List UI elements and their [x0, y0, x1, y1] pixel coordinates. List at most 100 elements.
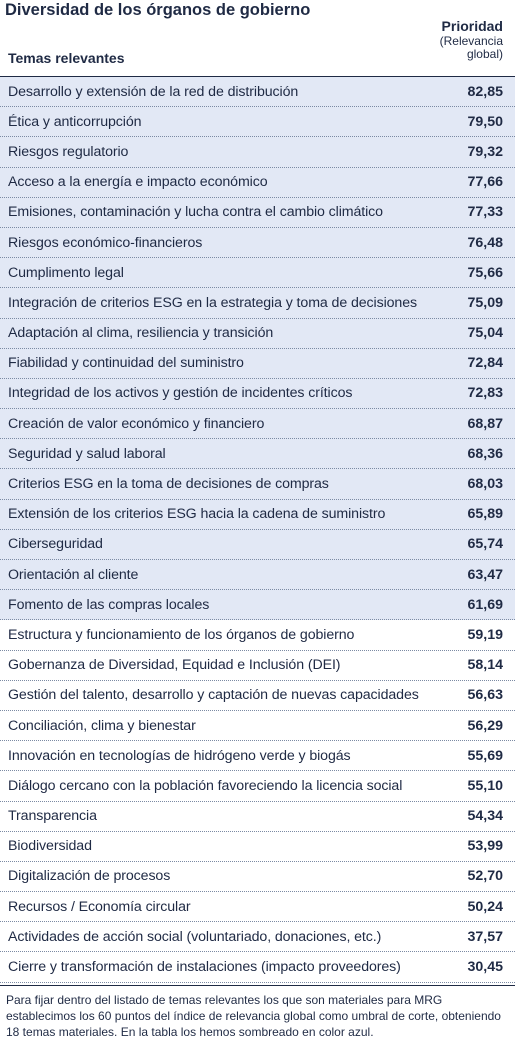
topic-label: Desarrollo y extensión de la red de dist…: [8, 83, 299, 100]
table-row: Riesgos económico-financieros 76,48: [0, 227, 515, 259]
table-row: Ciberseguridad 65,74: [0, 529, 515, 560]
topic-label: Ciberseguridad: [8, 536, 103, 553]
priority-score: 68,87: [467, 415, 503, 432]
table-row: Desarrollo y extensión de la red de dist…: [0, 77, 515, 108]
priority-score: 54,34: [467, 808, 503, 825]
priority-score: 53,99: [467, 838, 503, 855]
priority-score: 37,57: [467, 928, 503, 945]
topic-label: Seguridad y salud laboral: [8, 445, 166, 462]
priority-score: 82,85: [467, 83, 503, 100]
header-divider: [0, 76, 515, 77]
page-title: Diversidad de los órganos de gobierno: [5, 1, 311, 19]
table-row: Criterios ESG en la toma de decisiones d…: [0, 469, 515, 500]
topic-label: Transparencia: [8, 808, 97, 825]
topic-label: Integración de criterios ESG en la estra…: [8, 294, 418, 311]
priority-score: 61,69: [467, 596, 503, 613]
column-header-topics: Temas relevantes: [8, 50, 125, 66]
topic-label: Fiabilidad y continuidad del suministro: [8, 355, 244, 372]
priority-score: 79,32: [467, 143, 503, 160]
priority-score: 55,10: [467, 777, 503, 794]
column-header-priority: Prioridad (Relevancia global): [440, 18, 503, 61]
topic-label: Conciliación, clima y bienestar: [8, 717, 196, 734]
table-row: Orientación al cliente 63,47: [0, 560, 515, 591]
topic-label: Digitalización de procesos: [8, 868, 171, 885]
priority-score: 79,50: [467, 113, 503, 130]
table-row: Emisiones, contaminación y lucha contra …: [0, 197, 515, 228]
table-row: Ética y anticorrupción 79,50: [0, 107, 515, 138]
topic-label: Gobernanza de Diversidad, Equidad e Incl…: [8, 657, 341, 674]
priority-score: 75,04: [467, 325, 503, 342]
table-row: Cumplimento legal 75,66: [0, 258, 515, 289]
topic-label: Cumplimento legal: [8, 264, 124, 281]
topic-label: Actividades de acción social (voluntaria…: [8, 928, 382, 945]
table-row: Innovación en tecnologías de hidrógeno v…: [0, 741, 515, 772]
topic-label: Diálogo cercano con la población favorec…: [8, 777, 403, 794]
priority-score: 72,84: [467, 355, 503, 372]
table-row: Transparencia 54,34: [0, 802, 515, 832]
priority-score: 50,24: [467, 898, 503, 915]
priority-label: Prioridad: [441, 18, 503, 34]
table-row: Recursos / Economía circular 50,24: [0, 892, 515, 923]
priority-score: 68,36: [467, 445, 503, 462]
priority-score: 68,03: [467, 476, 503, 493]
topic-label: Creación de valor económico y financiero: [8, 415, 265, 432]
topic-label: Biodiversidad: [8, 838, 92, 855]
topic-label: Fomento de las compras locales: [8, 596, 210, 613]
topic-label: Gestión del talento, desarrollo y captac…: [8, 687, 419, 704]
table-row: Integridad de los activos y gestión de i…: [0, 378, 515, 410]
table-row: Acceso a la energía e impacto económico 7…: [0, 167, 515, 198]
topics-table: Desarrollo y extensión de la red de dist…: [0, 77, 515, 983]
priority-sublabel-1: (Relevancia: [439, 34, 503, 48]
priority-score: 55,69: [467, 747, 503, 764]
table-row: Diálogo cercano con la población favorec…: [0, 771, 515, 802]
table-row: Estructura y funcionamiento de los órgan…: [0, 620, 515, 651]
priority-score: 65,89: [467, 506, 503, 523]
topic-label: Extensión de los criterios ESG hacia la …: [8, 506, 386, 523]
priority-score: 72,83: [467, 385, 503, 402]
topic-label: Adaptación al clima, resiliencia y trans…: [8, 325, 274, 342]
priority-score: 59,19: [467, 626, 503, 643]
topic-label: Integridad de los activos y gestión de i…: [8, 385, 353, 402]
priority-score: 63,47: [467, 566, 503, 583]
table-row: Integración de criterios ESG en la estra…: [0, 288, 515, 319]
priority-score: 56,29: [467, 717, 503, 734]
table-row: Gestión del talento, desarrollo y captac…: [0, 681, 515, 711]
topic-label: Cierre y transformación de instalaciones…: [8, 959, 401, 976]
table-row: Fomento de las compras locales 61,69: [0, 590, 515, 621]
topic-label: Estructura y funcionamiento de los órgan…: [8, 626, 355, 643]
table-row: Gobernanza de Diversidad, Equidad e Incl…: [0, 651, 515, 681]
topic-label: Acceso a la energía e impacto económico: [8, 174, 268, 191]
table-row: Actividades de acción social (voluntaria…: [0, 922, 515, 953]
table-row: Biodiversidad 53,99: [0, 832, 515, 862]
priority-score: 76,48: [467, 234, 503, 251]
topic-label: Ética y anticorrupción: [8, 113, 142, 130]
priority-score: 56,63: [467, 687, 503, 704]
topic-label: Riesgos regulatorio: [8, 143, 129, 160]
topic-label: Criterios ESG en la toma de decisiones d…: [8, 476, 329, 493]
table-bottom-divider: [0, 985, 515, 986]
topic-label: Emisiones, contaminación y lucha contra …: [8, 204, 383, 221]
priority-score: 30,45: [467, 959, 503, 976]
topic-label: Orientación al cliente: [8, 566, 139, 583]
table-row: Fiabilidad y continuidad del suministro 7…: [0, 348, 515, 379]
table-row: Creación de valor económico y financiero…: [0, 409, 515, 440]
table-row: Digitalización de procesos 52,70: [0, 862, 515, 893]
priority-score: 75,66: [467, 264, 503, 281]
priority-sublabel-2: global): [466, 47, 503, 61]
table-row: Cierre y transformación de instalaciones…: [0, 952, 515, 983]
table-row: Extensión de los criterios ESG hacia la …: [0, 499, 515, 530]
table-row: Riesgos regulatorio 79,32: [0, 137, 515, 168]
priority-score: 77,66: [467, 174, 503, 191]
priority-score: 77,33: [467, 204, 503, 221]
priority-score: 75,09: [467, 294, 503, 311]
topic-label: Recursos / Economía circular: [8, 898, 191, 915]
priority-score: 65,74: [467, 536, 503, 553]
priority-score: 52,70: [467, 868, 503, 885]
table-row: Conciliación, clima y bienestar 56,29: [0, 711, 515, 742]
priority-score: 58,14: [467, 657, 503, 674]
table-row: Adaptación al clima, resiliencia y trans…: [0, 318, 515, 349]
footnote: Para fijar dentro del listado de temas r…: [6, 993, 501, 1039]
table-row: Seguridad y salud laboral 68,36: [0, 439, 515, 470]
topic-label: Riesgos económico-financieros: [8, 234, 203, 251]
